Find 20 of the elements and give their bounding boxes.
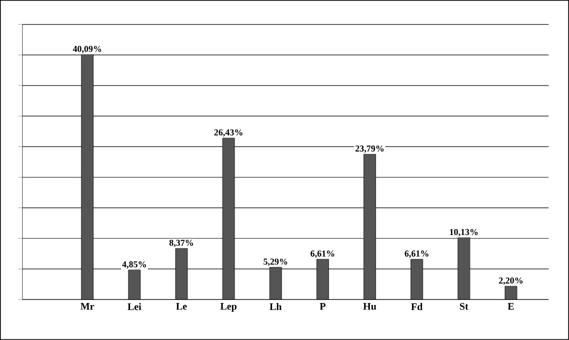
x-tick-label: P (320, 303, 326, 310)
data-label: 23,79% (356, 146, 384, 153)
data-label: 8,37% (169, 240, 194, 248)
x-tick-label: Lep (220, 303, 236, 312)
data-label: 6,61% (404, 250, 428, 258)
x-tick-label: Mr (80, 303, 94, 310)
data-label: 6,61% (310, 250, 334, 258)
x-tick-label: St (460, 303, 468, 310)
x-tick-label: Le (176, 303, 187, 310)
data-label: 5,29% (264, 258, 288, 266)
x-tick-label: Lei (128, 303, 142, 310)
x-tick-label: Fd (411, 303, 423, 310)
data-label: 4,85% (122, 261, 146, 269)
x-tick-label: E (508, 303, 514, 310)
data-label: 26,43% (214, 129, 242, 137)
data-label: 40,09% (72, 46, 102, 54)
data-label: 10,13% (450, 229, 478, 236)
x-tick-label: Lh (270, 303, 282, 310)
x-tick-label: Hu (363, 303, 376, 310)
data-label: 2,20% (498, 278, 522, 285)
